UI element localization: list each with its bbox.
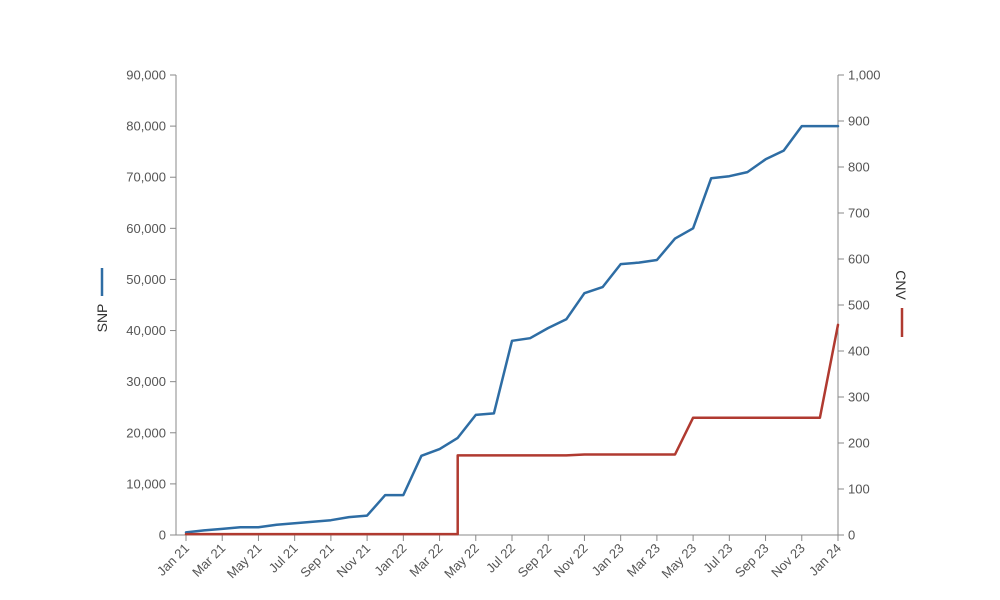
- right-y-tick-label: 800: [848, 160, 870, 175]
- left-axis-title: SNP: [94, 304, 110, 333]
- left-y-tick-label: 50,000: [126, 272, 166, 287]
- series-lines: [184, 124, 840, 536]
- left-y-tick-label: 80,000: [126, 119, 166, 134]
- x-tick-label: Mar 23: [624, 541, 663, 580]
- right-y-tick-label: 500: [848, 298, 870, 313]
- x-tick-label: May 22: [441, 541, 482, 582]
- x-tick-label: Jul 22: [483, 541, 518, 576]
- right-y-tick-label: 200: [848, 436, 870, 451]
- x-tick-label: Nov 22: [551, 541, 591, 581]
- x-tick-label: Sep 21: [297, 541, 337, 581]
- right-y-tick-label: 400: [848, 344, 870, 359]
- x-tick-label: Jul 23: [700, 541, 735, 576]
- x-tick-label: Sep 22: [515, 541, 555, 581]
- right-y-tick-label: 700: [848, 206, 870, 221]
- right-y-tick-label: 0: [848, 528, 855, 543]
- left-y-tick-label: 90,000: [126, 68, 166, 83]
- right-axis-legend: CNV: [893, 270, 909, 337]
- left-axis-legend: SNP: [94, 268, 110, 332]
- x-tick-label: Jan 21: [154, 541, 192, 579]
- left-y-tick-label: 30,000: [126, 374, 166, 389]
- right-y-tick-label: 600: [848, 252, 870, 267]
- right-y-tick-label: 1,000: [848, 68, 881, 83]
- right-y-tick-label: 100: [848, 482, 870, 497]
- left-y-tick-label: 0: [159, 528, 166, 543]
- right-y-tick-label: 300: [848, 390, 870, 405]
- snp-series-line: [184, 124, 840, 534]
- x-tick-label: May 23: [658, 541, 699, 582]
- right-axis-title: CNV: [893, 270, 909, 300]
- x-tick-label: Nov 23: [768, 541, 808, 581]
- left-y-tick-label: 70,000: [126, 170, 166, 185]
- x-tick-label: Jul 21: [266, 541, 301, 576]
- cnv-series-line: [184, 323, 840, 536]
- x-tick-label: Jan 24: [806, 541, 844, 579]
- x-tick-label: Jan 23: [589, 541, 627, 579]
- x-tick-label: May 21: [224, 541, 265, 582]
- left-y-tick-label: 10,000: [126, 476, 166, 491]
- x-tick-label: Sep 23: [732, 541, 772, 581]
- x-tick-label: Mar 21: [189, 541, 228, 580]
- right-y-axis-ticks: 0 100 200 300 400 500 600 700 800 900 1,000: [838, 68, 881, 543]
- left-y-tick-label: 60,000: [126, 221, 166, 236]
- right-y-tick-label: 900: [848, 114, 870, 129]
- x-tick-label: Mar 22: [406, 541, 445, 580]
- left-y-tick-label: 20,000: [126, 425, 166, 440]
- left-y-tick-label: 40,000: [126, 323, 166, 338]
- x-tick-label: Nov 21: [333, 541, 373, 581]
- axes: [175, 75, 839, 536]
- left-y-axis-ticks: 0 10,000 20,000 30,000 40,000 50,000 60,000 70,…: [126, 68, 176, 543]
- x-tick-label: Jan 22: [371, 541, 409, 579]
